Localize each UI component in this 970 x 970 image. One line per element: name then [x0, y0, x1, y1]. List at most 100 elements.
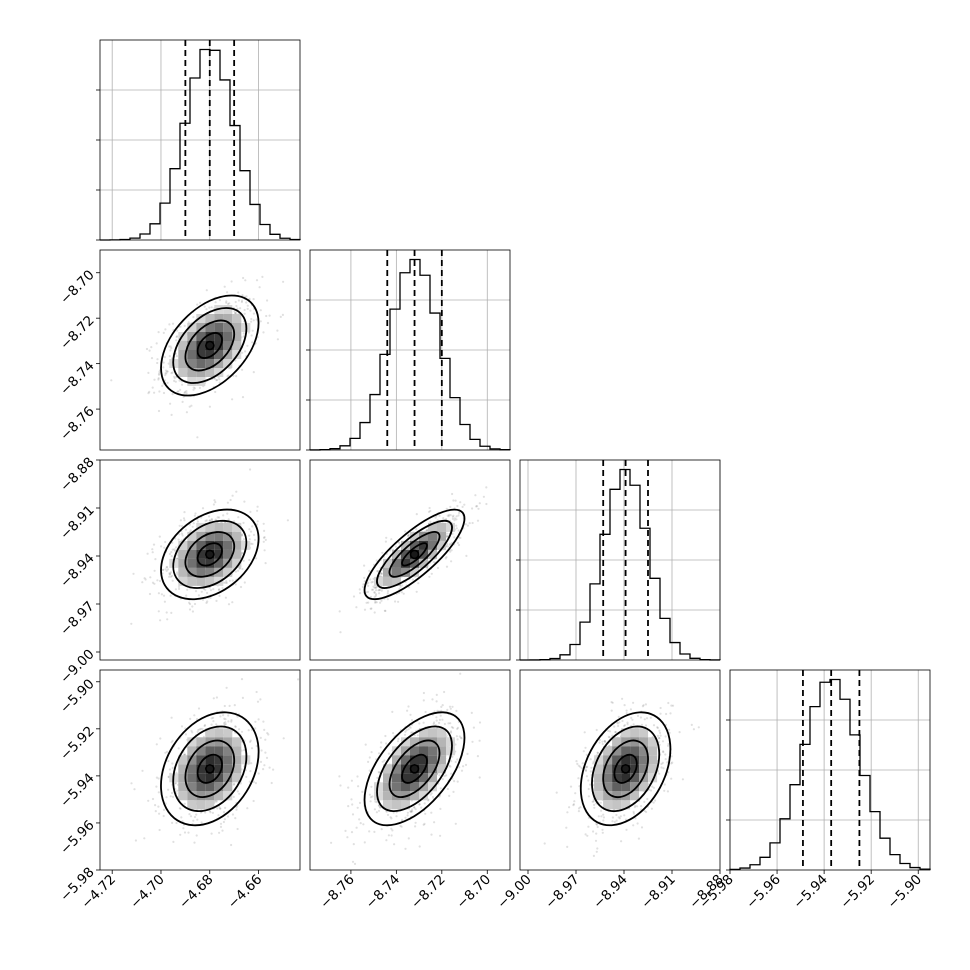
sample-point: [601, 740, 604, 743]
sample-point: [279, 315, 282, 318]
sample-point: [649, 716, 652, 719]
sample-point: [454, 822, 457, 825]
sample-point: [183, 324, 186, 327]
sample-point: [187, 831, 190, 834]
sample-point: [242, 521, 245, 525]
sample-point: [466, 524, 469, 527]
sample-point: [215, 379, 218, 382]
sample-point: [210, 517, 213, 521]
density-cell: [383, 558, 392, 568]
density-cell: [205, 540, 215, 550]
sample-point: [266, 321, 270, 325]
contour-level-3: [160, 294, 260, 397]
sample-point: [188, 813, 191, 816]
sample-point: [214, 501, 217, 504]
sample-point: [241, 351, 244, 354]
sample-point: [690, 723, 693, 727]
sample-point: [188, 608, 192, 611]
density-cell: [205, 341, 215, 350]
sample-point: [206, 591, 209, 595]
sample-point: [352, 595, 356, 598]
sample-point: [615, 813, 618, 817]
sample-point: [165, 611, 168, 614]
sample-point: [601, 831, 604, 834]
sample-point: [248, 558, 251, 562]
sample-point: [406, 811, 409, 814]
density-cell: [630, 728, 640, 738]
density-cell: [214, 341, 224, 350]
density-cell: [205, 323, 215, 332]
sample-point: [378, 592, 381, 595]
sample-point: [218, 299, 221, 302]
sample-point: [218, 588, 221, 591]
sample-point: [244, 350, 247, 353]
sample-point: [225, 301, 228, 304]
sample-point: [189, 529, 192, 532]
sample-point: [146, 552, 149, 555]
sample-point: [414, 821, 417, 824]
sample-point: [380, 589, 383, 592]
sample-point: [172, 840, 175, 844]
sample-point: [160, 593, 163, 596]
sample-point: [656, 734, 660, 738]
density-cell: [187, 323, 197, 332]
sample-point: [174, 782, 178, 785]
sample-point: [163, 356, 166, 359]
sample-point: [361, 790, 364, 794]
density-cell: [410, 558, 419, 568]
density-cell: [196, 341, 206, 350]
sample-point: [256, 505, 259, 508]
sample-point: [650, 807, 654, 810]
sample-point: [242, 559, 245, 562]
sample-point: [367, 584, 370, 588]
density-cell: [410, 540, 419, 550]
y-tick-label: −8.76: [57, 403, 98, 444]
sample-point: [234, 817, 237, 820]
sample-point: [416, 734, 419, 737]
sample-point: [259, 309, 262, 312]
sample-point: [169, 571, 172, 574]
sample-point: [167, 788, 170, 791]
sample-point: [169, 575, 172, 578]
sample-point: [453, 536, 456, 539]
sample-point: [208, 519, 211, 522]
sample-point: [589, 770, 592, 773]
sample-point: [171, 821, 174, 825]
density-cell: [648, 755, 658, 765]
histogram-3: [729, 678, 931, 871]
sample-point: [154, 810, 157, 813]
sample-point: [237, 291, 240, 294]
sample-point: [443, 690, 446, 694]
histogram-2: [519, 468, 721, 661]
sample-point: [368, 569, 371, 573]
sample-point: [246, 807, 249, 810]
x-tick-label: −8.70: [454, 872, 495, 913]
sample-point: [143, 577, 146, 580]
sample-point: [439, 807, 442, 811]
sample-point: [449, 722, 452, 725]
sample-point: [162, 331, 165, 334]
sample-point: [214, 301, 217, 304]
sample-point: [257, 772, 260, 775]
sample-point: [235, 312, 238, 315]
x-tick-label: −8.74: [363, 872, 404, 913]
sample-point: [153, 378, 156, 381]
sample-point: [231, 398, 234, 401]
sample-point: [141, 769, 144, 772]
sample-point: [666, 744, 670, 747]
density-cell: [401, 558, 410, 568]
x-tick-label: −8.91: [638, 872, 679, 913]
density-cell: [223, 540, 233, 550]
sample-point: [240, 730, 244, 733]
density-cell: [401, 549, 410, 559]
sample-point: [409, 713, 412, 716]
sample-point: [132, 572, 135, 575]
sample-point: [249, 309, 252, 312]
sample-point: [201, 727, 204, 731]
sample-point: [373, 586, 376, 589]
sample-point: [640, 826, 644, 829]
density-cell: [223, 341, 233, 350]
sample-point: [249, 530, 253, 533]
sample-point: [406, 814, 409, 817]
sample-point: [162, 366, 165, 369]
